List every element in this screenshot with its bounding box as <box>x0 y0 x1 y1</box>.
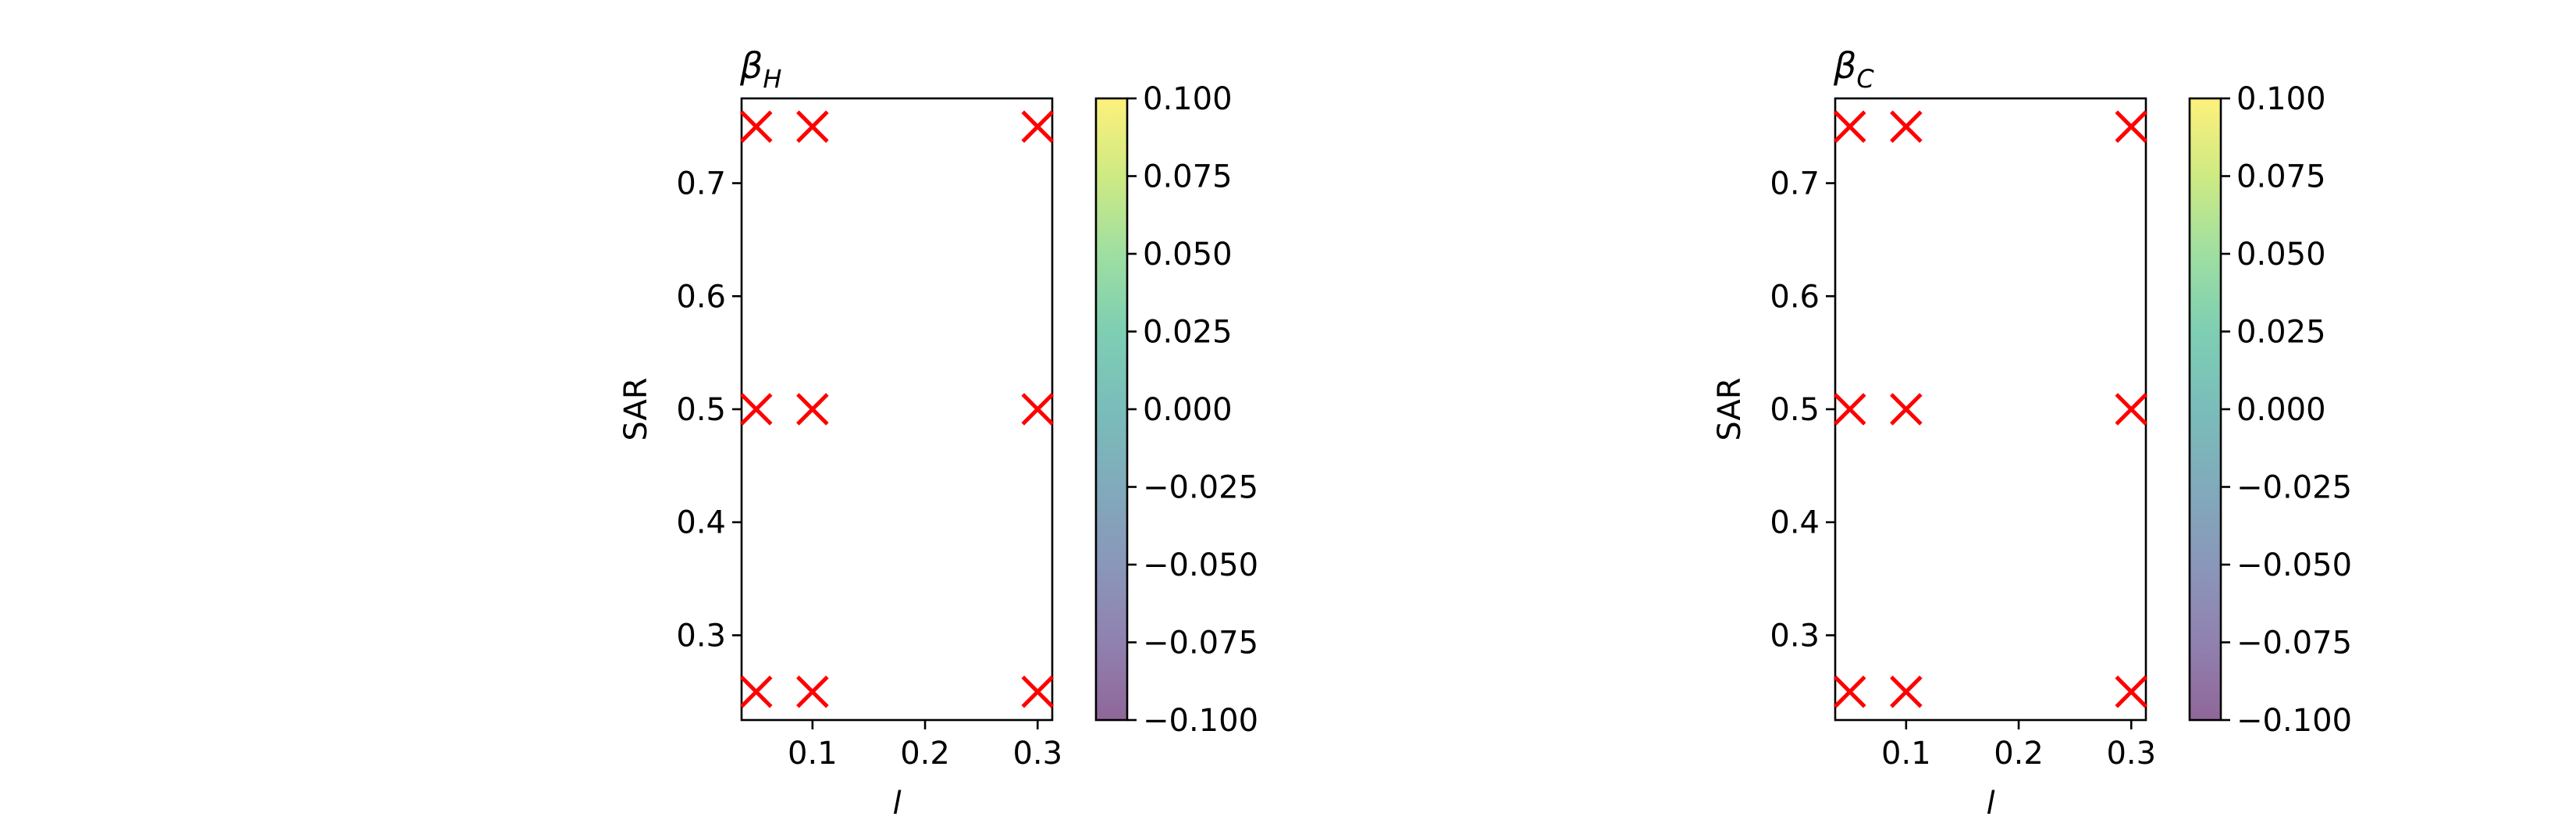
x-tick-label: 0.1 <box>788 736 838 772</box>
scatter-point <box>739 676 773 708</box>
scatter-point <box>796 676 829 708</box>
marker-stroke <box>1021 393 1055 426</box>
colorbar-tick-label: −0.075 <box>1143 626 1258 661</box>
scatter-point <box>1890 676 1923 708</box>
scatter-point <box>2115 676 2148 708</box>
y-tick-label: 0.3 <box>676 618 726 654</box>
x-tick-label: 0.3 <box>2106 736 2156 772</box>
title-symbol: β <box>1833 45 1856 87</box>
x-tick-label: 0.3 <box>1012 736 1062 772</box>
marker-stroke <box>1890 393 1923 426</box>
marker-stroke <box>1021 110 1055 143</box>
colorbar-tick-label: 0.025 <box>2236 315 2326 351</box>
x-tick-label: 0.2 <box>900 736 950 772</box>
scatter-point <box>2115 110 2148 143</box>
colorbar-tick-label: −0.050 <box>2236 547 2352 583</box>
y-tick-label: 0.5 <box>1770 392 1820 428</box>
marker-stroke <box>1833 676 1866 708</box>
y-tick-label: 0.3 <box>1770 618 1820 654</box>
y-tick-label: 0.6 <box>676 279 726 315</box>
x-tick-label: 0.2 <box>1994 736 2044 772</box>
colorbar-tick-label: 0.100 <box>1143 81 1233 117</box>
y-tick-label: 0.5 <box>676 392 726 428</box>
marker-stroke <box>1021 676 1055 708</box>
panel-beta-h: βH l SAR <box>618 45 1129 820</box>
title-subscript: C <box>1856 64 1874 94</box>
panel-beta-c: βC l SAR <box>1712 45 2222 820</box>
colorbar <box>2188 97 2222 722</box>
x-axis-label: l <box>1986 786 1994 820</box>
y-tick-label: 0.4 <box>676 505 726 541</box>
colorbar-tick-label: −0.100 <box>1143 703 1258 739</box>
title-symbol: β <box>739 45 763 87</box>
colorbar-tick-label: −0.050 <box>1143 547 1258 583</box>
scatter-point <box>1890 393 1923 426</box>
colorbar-tick-label: 0.075 <box>1143 159 1233 195</box>
y-axis-label: SAR <box>1712 377 1748 440</box>
panel-title: βC <box>1833 45 1874 94</box>
colorbar-tick-label: −0.025 <box>2236 470 2352 506</box>
y-tick-label: 0.6 <box>1770 279 1820 315</box>
marker-stroke <box>1833 110 1866 143</box>
marker-stroke <box>2115 676 2148 708</box>
scatter-point <box>739 393 773 426</box>
x-axis-label: l <box>892 786 901 820</box>
marker-stroke <box>739 676 773 708</box>
y-tick-label: 0.7 <box>1770 166 1820 202</box>
y-axis-label: SAR <box>618 377 654 440</box>
marker-stroke <box>1833 393 1866 426</box>
scatter-point <box>739 110 773 143</box>
scatter-point <box>796 110 829 143</box>
colorbar-tick-label: −0.100 <box>2236 703 2352 739</box>
colorbar-tick-label: 0.100 <box>2236 81 2326 117</box>
scatter-point <box>1021 676 1055 708</box>
marker-stroke <box>2115 393 2148 426</box>
x-tick-label: 0.1 <box>1881 736 1931 772</box>
colorbar-tick-label: 0.050 <box>2236 237 2326 273</box>
colorbar <box>1094 97 1129 722</box>
y-tick-label: 0.7 <box>676 166 726 202</box>
colorbar-tick-label: −0.025 <box>1143 470 1258 506</box>
marker-stroke <box>2115 110 2148 143</box>
scatter-point <box>1021 110 1055 143</box>
scatter-point <box>1833 110 1866 143</box>
scatter-point <box>2115 393 2148 426</box>
marker-stroke <box>1890 110 1923 143</box>
colorbar-tick-label: 0.025 <box>1143 315 1233 351</box>
scatter-point <box>1833 393 1866 426</box>
marker-stroke <box>796 676 829 708</box>
marker-stroke <box>796 110 829 143</box>
colorbar-tick-label: −0.075 <box>2236 626 2352 661</box>
scatter-point <box>796 393 829 426</box>
marker-stroke <box>739 393 773 426</box>
scatter-point <box>1021 393 1055 426</box>
colorbar-tick-label: 0.075 <box>2236 159 2326 195</box>
marker-stroke <box>739 110 773 143</box>
marker-stroke <box>796 393 829 426</box>
panel-title: βH <box>739 45 781 94</box>
scatter-point <box>1833 676 1866 708</box>
colorbar-tick-label: 0.000 <box>1143 392 1233 428</box>
colorbar-tick-label: 0.050 <box>1143 237 1233 273</box>
colorbar-tick-label: 0.000 <box>2236 392 2326 428</box>
marker-stroke <box>1890 676 1923 708</box>
plot-frame <box>1834 97 2147 722</box>
scatter-point <box>1890 110 1923 143</box>
y-tick-label: 0.4 <box>1770 505 1820 541</box>
plot-frame <box>740 97 1054 722</box>
title-subscript: H <box>763 64 781 94</box>
